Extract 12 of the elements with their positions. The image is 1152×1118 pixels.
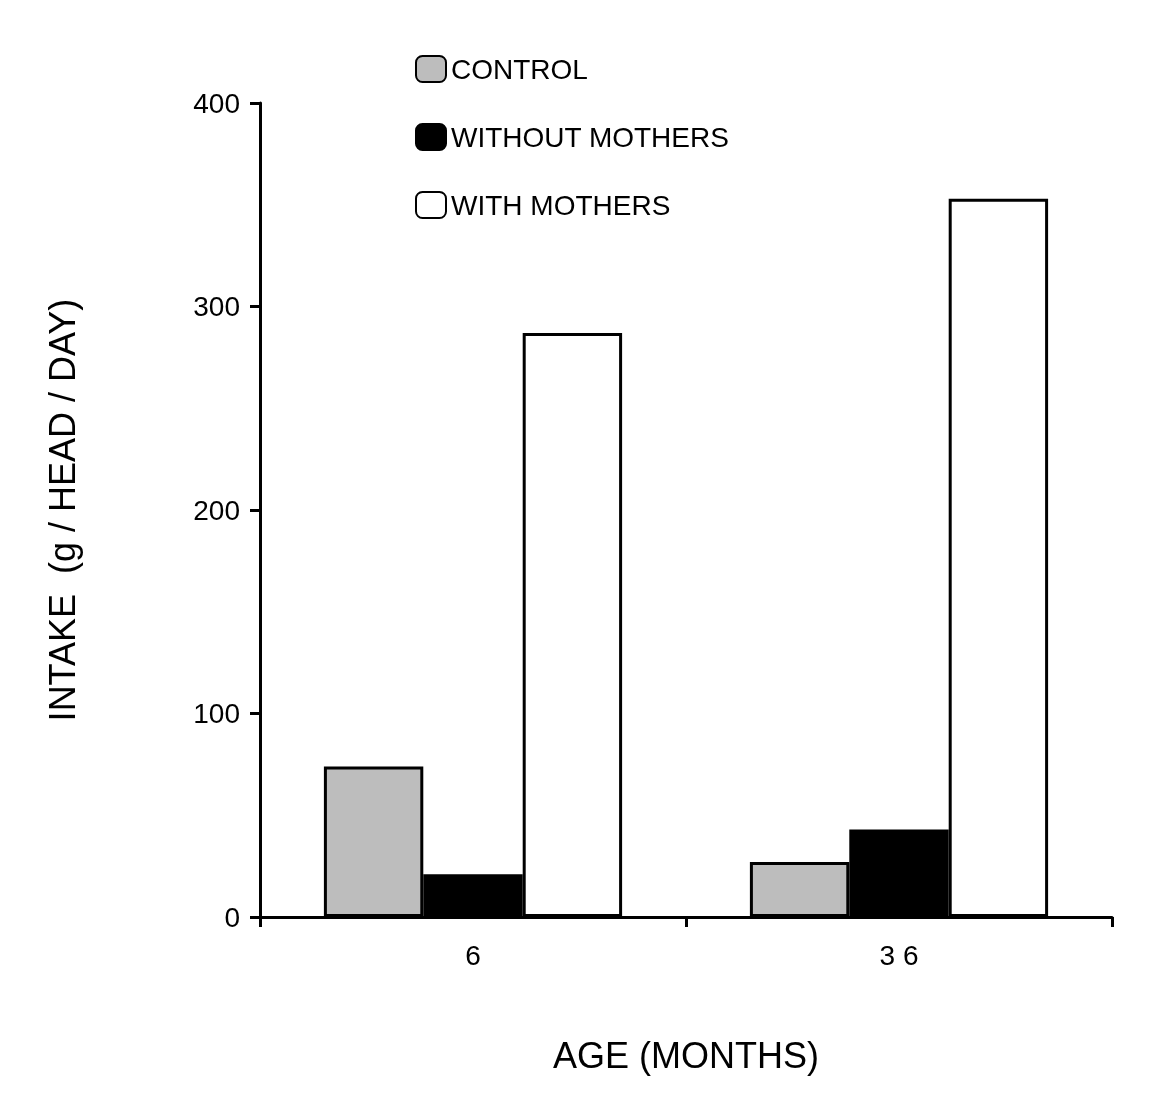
y-tick-label: 300 xyxy=(193,291,240,322)
y-tick-label: 400 xyxy=(193,87,240,119)
x-axis-title: AGE (MONTHS) xyxy=(553,1034,819,1076)
x-tick-label: 3 6 xyxy=(879,939,919,971)
legend-label: WITH MOTHERS xyxy=(451,189,671,221)
y-tick-label: 0 xyxy=(224,901,240,933)
y-axis-title: INTAKE (g / HEAD / DAY) xyxy=(41,298,83,722)
legend-label: CONTROL xyxy=(451,53,588,85)
x-tick-label: 6 xyxy=(465,939,481,971)
y-tick-label: 200 xyxy=(193,494,240,526)
legend-label: WITHOUT MOTHERS xyxy=(451,121,729,153)
y-tick-label: 100 xyxy=(193,698,240,729)
